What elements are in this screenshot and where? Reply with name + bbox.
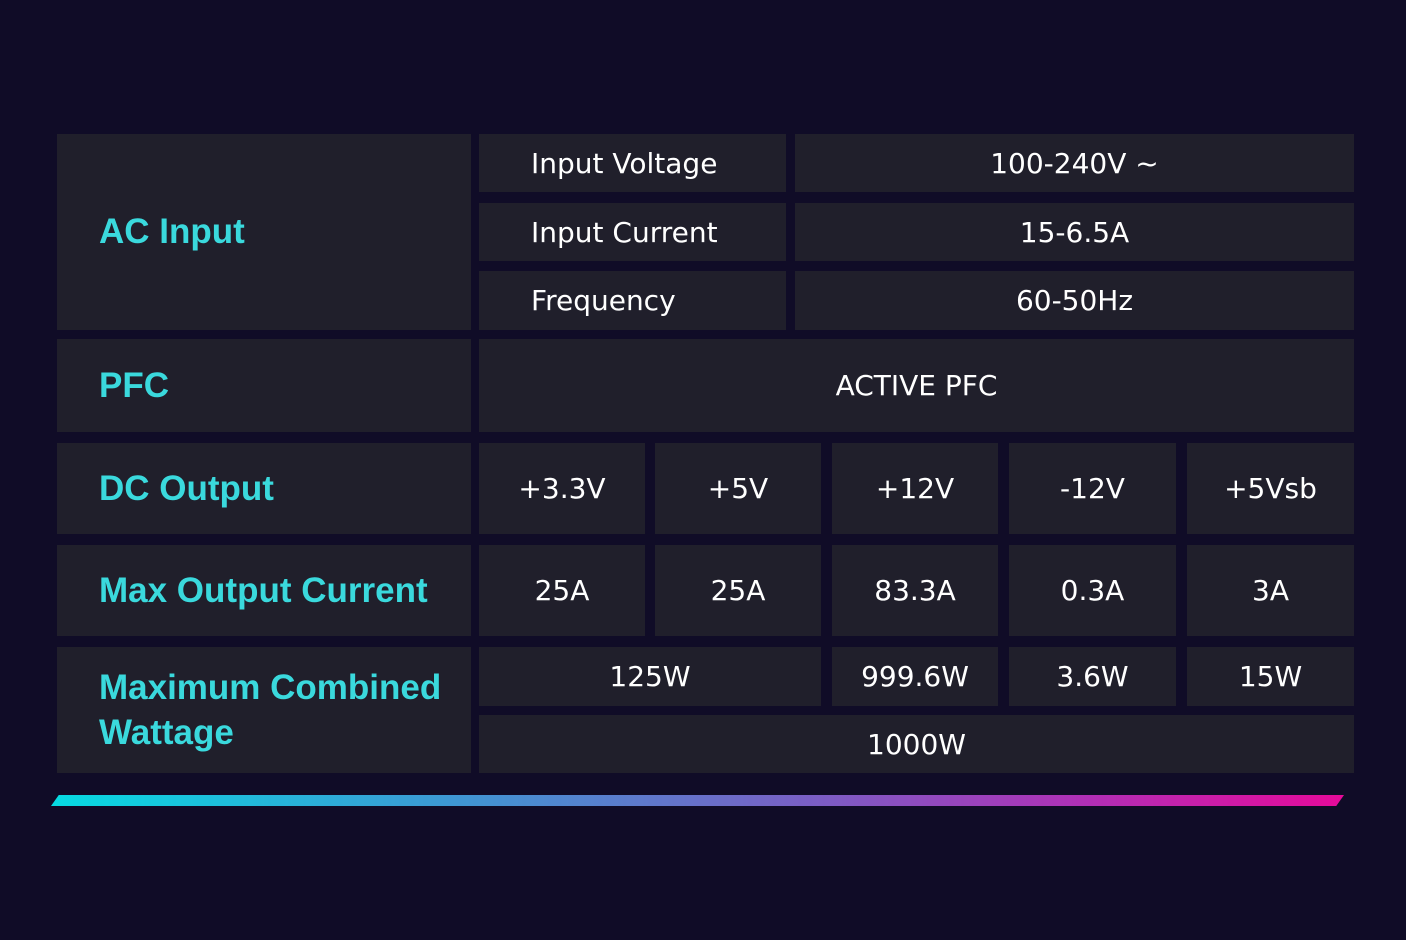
input-voltage-value: 100-240V ~ — [795, 134, 1354, 192]
frequency-value: 60-50Hz — [795, 271, 1354, 330]
current-3v3: 25A — [479, 545, 645, 636]
current-minus-12v: 0.3A — [1009, 545, 1176, 636]
wattage-12v: 999.6W — [832, 647, 998, 706]
current-12v: 83.3A — [832, 545, 998, 636]
dc-rail-5v: +5V — [655, 443, 821, 534]
pfc-label: PFC — [57, 339, 471, 432]
dc-rail-5vsb: +5Vsb — [1187, 443, 1354, 534]
wattage-minus-12v: 3.6W — [1009, 647, 1176, 706]
frequency-label: Frequency — [479, 271, 786, 330]
ac-input-label: AC Input — [57, 134, 471, 330]
max-combined-wattage-label-line1: Maximum Combined — [99, 668, 442, 707]
current-5vsb: 3A — [1187, 545, 1354, 636]
pfc-value: ACTIVE PFC — [479, 339, 1354, 432]
dc-rail-3v3: +3.3V — [479, 443, 645, 534]
max-combined-wattage-label-line2: Wattage — [99, 713, 234, 752]
gradient-accent-bar — [51, 795, 1344, 806]
wattage-5vsb: 15W — [1187, 647, 1354, 706]
input-current-value: 15-6.5A — [795, 203, 1354, 261]
wattage-total: 1000W — [479, 715, 1354, 773]
dc-rail-12v: +12V — [832, 443, 998, 534]
max-combined-wattage-label: Maximum Combined Wattage — [57, 647, 471, 773]
current-5v: 25A — [655, 545, 821, 636]
input-voltage-label: Input Voltage — [479, 134, 786, 192]
input-current-label: Input Current — [479, 203, 786, 261]
wattage-3v3-5v: 125W — [479, 647, 821, 706]
max-output-current-label: Max Output Current — [57, 545, 471, 636]
dc-rail-minus-12v: -12V — [1009, 443, 1176, 534]
dc-output-label: DC Output — [57, 443, 471, 534]
